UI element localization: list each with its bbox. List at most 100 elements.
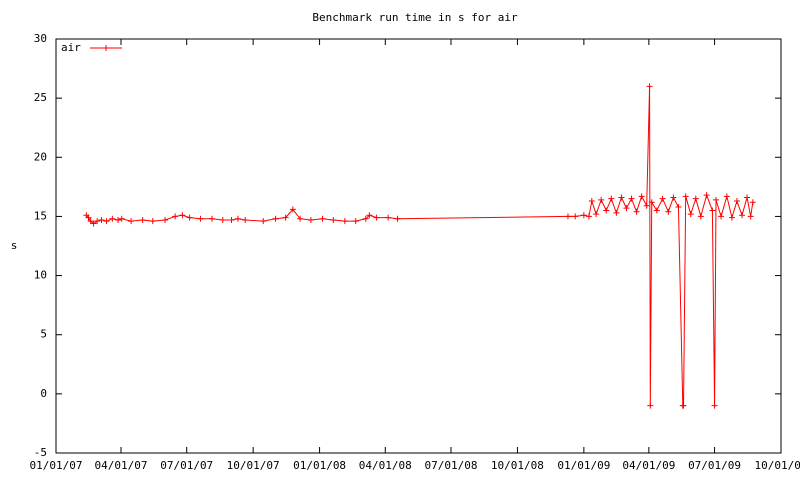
point-marker <box>118 215 125 222</box>
point-marker <box>618 194 625 201</box>
point-marker <box>272 215 279 222</box>
point-marker <box>648 199 655 206</box>
x-tick-label: 01/01/07 <box>30 459 83 472</box>
point-marker <box>564 213 571 220</box>
point-marker <box>675 203 682 210</box>
point-marker <box>598 196 605 203</box>
point-marker <box>670 194 677 201</box>
point-marker <box>638 193 645 200</box>
point-marker <box>289 206 296 213</box>
x-tick-label: 10/01/09 <box>755 459 800 472</box>
point-marker <box>633 208 640 215</box>
point-marker <box>228 216 235 223</box>
x-tick-label: 07/01/09 <box>688 459 741 472</box>
y-tick-label: -5 <box>34 446 47 459</box>
point-marker <box>297 215 304 222</box>
x-tick-label: 07/01/08 <box>425 459 478 472</box>
point-marker <box>747 213 754 220</box>
point-marker <box>234 215 241 222</box>
point-marker <box>103 218 110 225</box>
point-marker <box>319 215 326 222</box>
point-marker <box>94 218 101 225</box>
point-marker <box>643 202 650 209</box>
point-marker <box>98 216 105 223</box>
point-marker <box>128 218 135 225</box>
point-marker <box>330 216 337 223</box>
y-tick-label: 20 <box>34 150 47 163</box>
point-marker <box>588 198 595 205</box>
point-marker <box>680 402 687 409</box>
x-tick-label: 01/01/09 <box>557 459 610 472</box>
legend-marker <box>103 45 109 51</box>
point-marker <box>608 195 615 202</box>
point-marker <box>242 216 249 223</box>
point-marker <box>728 214 735 221</box>
y-tick-label: 15 <box>34 209 47 222</box>
y-tick-label: 5 <box>40 328 47 341</box>
point-marker <box>139 216 146 223</box>
point-marker <box>109 215 116 222</box>
point-marker <box>219 216 226 223</box>
point-marker <box>687 211 694 218</box>
chart-title: Benchmark run time in s for air <box>312 11 518 24</box>
point-marker <box>623 205 630 212</box>
series-line <box>85 86 754 407</box>
point-marker <box>162 216 169 223</box>
point-marker <box>682 193 689 200</box>
y-tick-label: 30 <box>34 32 47 45</box>
point-marker <box>739 212 746 219</box>
point-marker <box>628 195 635 202</box>
point-marker <box>179 212 186 219</box>
legend-label: air <box>61 41 81 54</box>
y-axis-label: s <box>11 239 18 252</box>
x-tick-label: 10/01/08 <box>491 459 544 472</box>
point-marker <box>572 213 579 220</box>
point-marker <box>149 218 156 225</box>
point-marker <box>665 208 672 215</box>
point-marker <box>659 195 666 202</box>
point-marker <box>646 83 653 90</box>
point-marker <box>709 207 716 214</box>
point-marker <box>260 218 267 225</box>
point-marker <box>723 193 730 200</box>
point-marker <box>580 212 587 219</box>
x-tick-label: 04/01/09 <box>622 459 675 472</box>
point-marker <box>115 216 122 223</box>
point-marker <box>718 213 725 220</box>
point-marker <box>186 214 193 221</box>
point-marker <box>85 214 92 221</box>
point-marker <box>307 216 314 223</box>
point-marker <box>749 199 756 206</box>
x-tick-label: 04/01/07 <box>94 459 147 472</box>
point-marker <box>613 209 620 216</box>
point-marker <box>352 218 359 225</box>
point-marker <box>733 198 740 205</box>
point-marker <box>208 215 215 222</box>
x-tick-label: 04/01/08 <box>359 459 412 472</box>
x-tick-label: 01/01/08 <box>293 459 346 472</box>
point-marker <box>603 207 610 214</box>
point-marker <box>385 214 392 221</box>
point-marker <box>744 194 751 201</box>
point-marker <box>593 211 600 218</box>
x-tick-label: 10/01/07 <box>227 459 280 472</box>
point-marker <box>366 212 373 219</box>
point-marker <box>711 402 718 409</box>
point-marker <box>197 215 204 222</box>
point-marker <box>373 214 380 221</box>
point-marker <box>713 196 720 203</box>
point-marker <box>282 214 289 221</box>
y-tick-label: 0 <box>40 387 47 400</box>
point-marker <box>341 218 348 225</box>
x-tick-label: 07/01/07 <box>160 459 213 472</box>
point-marker <box>90 220 97 227</box>
plot-frame <box>55 38 782 454</box>
point-marker <box>697 213 704 220</box>
point-marker <box>703 192 710 199</box>
point-marker <box>394 215 401 222</box>
y-tick-label: 10 <box>34 269 47 282</box>
point-marker <box>362 215 369 222</box>
